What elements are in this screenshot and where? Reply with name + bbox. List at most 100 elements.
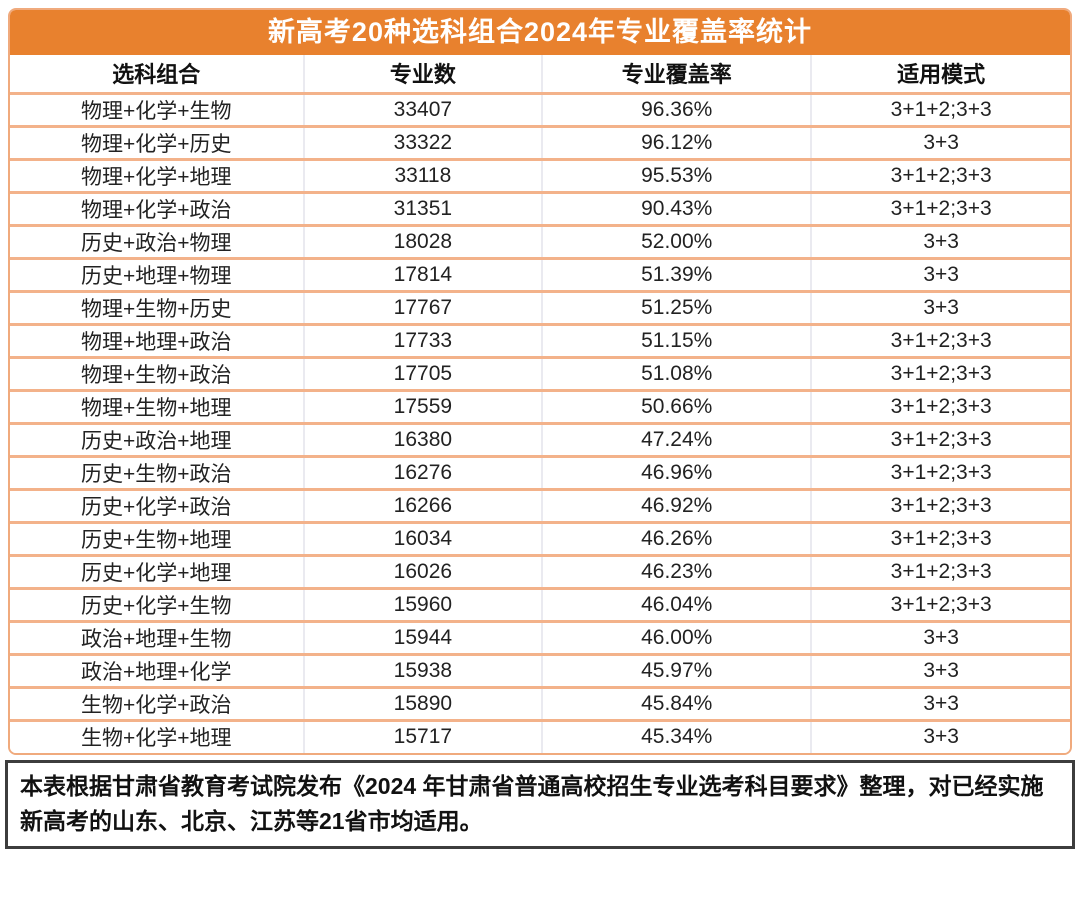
majors-cell: 17814 [303,258,544,293]
mode-cell: 3+1+2;3+3 [811,159,1070,194]
majors-cell: 15944 [303,621,544,656]
combo-cell: 物理+化学+地理 [10,159,305,194]
combo-cell: 生物+化学+政治 [10,687,305,722]
coverage-cell: 90.43% [542,192,813,227]
majors-cell: 18028 [303,225,544,260]
majors-cell: 15960 [303,588,544,623]
column-header-majors: 专业数 [303,55,544,95]
footnote-line: 新高考的山东、北京、江苏等21省市均适用。 [20,807,483,834]
combo-cell: 物理+地理+政治 [10,324,305,359]
coverage-cell: 46.92% [542,489,813,524]
table-row: 历史+生物+地理 16034 46.26% 3+1+2;3+3 [10,522,1070,557]
combo-cell: 历史+政治+地理 [10,423,305,458]
majors-cell: 15890 [303,687,544,722]
table-row: 物理+化学+地理 33118 95.53% 3+1+2;3+3 [10,159,1070,194]
table-row: 物理+化学+政治 31351 90.43% 3+1+2;3+3 [10,192,1070,227]
mode-cell: 3+1+2;3+3 [811,489,1070,524]
mode-cell: 3+3 [923,725,959,749]
combo-cell: 历史+化学+生物 [10,588,305,623]
coverage-cell: 51.08% [542,357,813,392]
column-header-mode: 适用模式 [811,55,1070,95]
combo-cell: 历史+地理+物理 [10,258,305,293]
table-row: 政治+地理+生物 15944 46.00% 3+3 [10,621,1070,656]
mode-cell: 3+1+2;3+3 [811,324,1070,359]
majors-cell: 33322 [303,126,544,161]
table-row: 物理+地理+政治 17733 51.15% 3+1+2;3+3 [10,324,1070,359]
combo-cell: 历史+生物+政治 [10,456,305,491]
majors-cell: 16034 [303,522,544,557]
table-row: 历史+地理+物理 17814 51.39% 3+3 [10,258,1070,293]
table-row: 物理+化学+历史 33322 96.12% 3+3 [10,126,1070,161]
table-row: 历史+化学+地理 16026 46.23% 3+1+2;3+3 [10,555,1070,590]
mode-cell: 3+1+2;3+3 [811,423,1070,458]
table-row: 历史+生物+政治 16276 46.96% 3+1+2;3+3 [10,456,1070,491]
combo-cell: 历史+生物+地理 [10,522,305,557]
majors-cell: 17733 [303,324,544,359]
coverage-cell: 46.00% [542,621,813,656]
column-header-combo: 选科组合 [10,55,305,95]
combo-cell: 历史+化学+政治 [10,489,305,524]
coverage-cell: 46.23% [542,555,813,590]
majors-cell: 16026 [303,555,544,590]
mode-cell: 3+3 [811,126,1070,161]
table-row: 物理+生物+地理 17559 50.66% 3+1+2;3+3 [10,390,1070,425]
combo-cell: 政治+地理+生物 [10,621,305,656]
mode-cell: 3+3 [811,654,1070,689]
table-row: 历史+化学+政治 16266 46.92% 3+1+2;3+3 [10,489,1070,524]
mode-cell: 3+3 [811,291,1070,326]
mode-cell: 3+3 [811,621,1070,656]
majors-cell: 15938 [303,654,544,689]
coverage-table-panel: 新高考20种选科组合2024年专业覆盖率统计 选科组合 专业数 专业覆盖率 适用… [8,8,1072,755]
coverage-cell: 52.00% [542,225,813,260]
table-row: 生物+化学+政治 15890 45.84% 3+3 [10,687,1070,722]
table-body: 物理+化学+生物 33407 96.36% 3+1+2;3+3 物理+化学+历史… [10,93,1070,753]
header-row: 选科组合 专业数 专业覆盖率 适用模式 [10,55,1070,95]
coverage-cell: 51.15% [542,324,813,359]
mode-cell: 3+1+2;3+3 [811,588,1070,623]
combo-cell: 生物+化学+地理 [10,720,305,753]
mode-cell: 3+3 [811,225,1070,260]
footnote-line: 本表根据甘肃省教育考试院发布《2024 年甘肃省普通高校招生专业选考科目要求》整… [20,773,1044,799]
column-header-coverage: 专业覆盖率 [542,55,813,95]
majors-cell: 17705 [303,357,544,392]
coverage-table: 选科组合 专业数 专业覆盖率 适用模式 物理+化学+生物 33407 96.36… [10,55,1070,753]
coverage-cell: 96.36% [542,93,813,128]
table-title: 新高考20种选科组合2024年专业覆盖率统计 [10,10,1070,55]
coverage-cell: 96.12% [542,126,813,161]
table-header: 选科组合 专业数 专业覆盖率 适用模式 [10,55,1070,95]
mode-cell: 3+1+2;3+3 [811,555,1070,590]
majors-cell: 16380 [303,423,544,458]
mode-cell: 3+1+2;3+3 [811,192,1070,227]
table-row: 历史+化学+生物 15960 46.04% 3+1+2;3+3 [10,588,1070,623]
coverage-cell: 46.26% [542,522,813,557]
majors-cell: 17767 [303,291,544,326]
coverage-cell: 50.66% [542,390,813,425]
mode-cell: 3+1+2;3+3 [811,357,1070,392]
majors-cell: 33407 [303,93,544,128]
combo-cell: 物理+生物+地理 [10,390,305,425]
combo-cell: 历史+化学+地理 [10,555,305,590]
coverage-cell: 95.53% [542,159,813,194]
mode-cell: 3+1+2;3+3 [811,390,1070,425]
combo-cell: 物理+化学+历史 [10,126,305,161]
coverage-cell: 51.39% [542,258,813,293]
mode-cell: 3+1+2;3+3 [811,522,1070,557]
coverage-cell: 45.97% [542,654,813,689]
coverage-cell: 45.34% [542,720,813,753]
coverage-cell: 51.25% [542,291,813,326]
mode-cell: 3+1+2;3+3 [811,456,1070,491]
table-row: 政治+地理+化学 15938 45.97% 3+3 [10,654,1070,689]
majors-cell: 17559 [303,390,544,425]
combo-cell: 历史+政治+物理 [10,225,305,260]
coverage-cell: 47.24% [542,423,813,458]
table-row: 物理+生物+历史 17767 51.25% 3+3 [10,291,1070,326]
majors-cell: 15717 [303,720,544,753]
table-row: 历史+政治+地理 16380 47.24% 3+1+2;3+3 [10,423,1070,458]
combo-cell: 物理+生物+历史 [10,291,305,326]
footnote-box: 本表根据甘肃省教育考试院发布《2024 年甘肃省普通高校招生专业选考科目要求》整… [5,760,1075,849]
coverage-cell: 46.04% [542,588,813,623]
majors-cell: 33118 [303,159,544,194]
majors-cell: 16276 [303,456,544,491]
combo-cell: 物理+化学+生物 [10,93,305,128]
majors-cell: 16266 [303,489,544,524]
